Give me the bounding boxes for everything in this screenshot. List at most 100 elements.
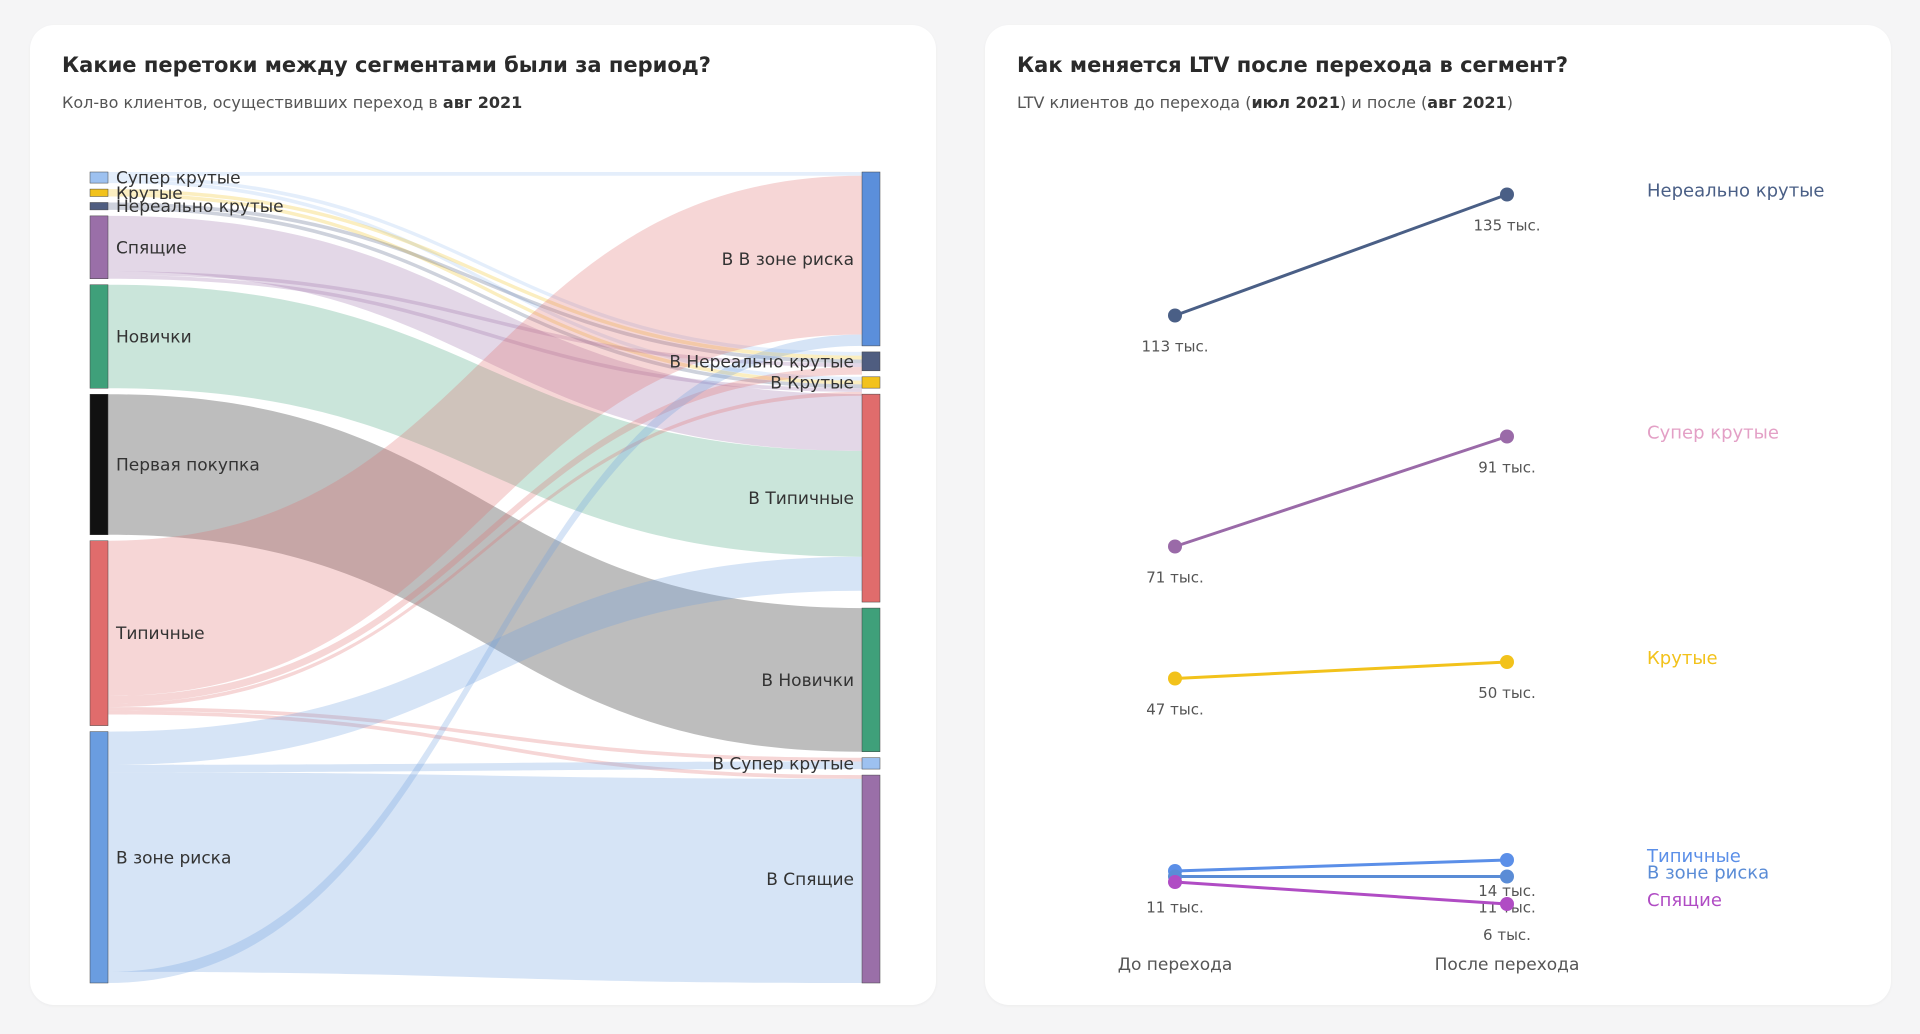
ltv-point-after[interactable] [1500,869,1514,884]
ltv-value-label-after: 14 тыс. [1478,882,1535,900]
ltv-value-label-after: 91 тыс. [1478,459,1535,477]
ltv-point-before[interactable] [1168,539,1182,554]
ltv-card: Как меняется LTV после перехода в сегмен… [985,25,1891,1005]
ltv-point-before[interactable] [1168,875,1182,889]
ltv-point-after[interactable] [1500,429,1514,444]
ltv-series-спящие: 6 тыс. Спящие [1168,875,1722,944]
ltv-point-after[interactable] [1500,187,1514,202]
ltv-line [1174,660,1508,680]
sankey-source-node-супер-крутые[interactable] [89,171,109,184]
ltv-point-after[interactable] [1500,655,1514,669]
sankey-link-типичные-to-в-нереально-крутые [108,367,862,704]
ltv-value-label-before: 47 тыс. [1146,701,1203,719]
sankey-target-label: В В зоне риска [722,250,854,270]
sankey-link-новички-to-в-типичные [108,284,862,557]
ltv-subtitle-text-2: ) и после ( [1340,93,1428,112]
ltv-series-name: Супер крутые [1647,423,1779,444]
ltv-series-крутые: 47 тыс. 50 тыс. Крутые [1146,648,1717,719]
sankey-link-нереально-крутые-to-в-крутые [108,206,862,389]
ltv-value-label-before: 71 тыс. [1146,569,1203,587]
ltv-title: Как меняется LTV после перехода в сегмен… [1017,53,1569,77]
ltv-value-label-after: 135 тыс. [1474,217,1541,235]
sankey-source-node-новички[interactable] [89,284,109,389]
ltv-series-name: Нереально крутые [1647,181,1824,202]
sankey-source-label: Типичные [115,624,205,644]
sankey-link-в-зоне-риска-to-в-в-зоне-риска [108,334,862,983]
sankey-link-первая-покупка-to-в-новички [108,394,862,752]
sankey-title: Какие перетоки между сегментами были за … [62,53,711,77]
sankey-source-label: Первая покупка [116,455,260,475]
sankey-target-label: В Типичные [748,489,854,509]
sankey-target-node-в-новички[interactable] [861,607,881,752]
sankey-source-node-первая-покупка[interactable] [89,394,109,535]
sankey-link-супер-крутые-to-в-нереально-крутые [108,175,862,356]
ltv-subtitle-text-1: LTV клиентов до перехода ( [1017,93,1252,112]
sankey-link-в-зоне-риска-to-в-спящие [108,772,862,983]
sankey-target-node-в-типичные[interactable] [861,393,881,603]
ltv-point-before[interactable] [1168,308,1182,323]
ltv-subtitle: LTV клиентов до перехода (июл 2021) и по… [1017,93,1513,112]
sankey-target-node-в-спящие[interactable] [861,774,881,984]
sankey-link-типичные-to-в-крутые [108,391,862,708]
sankey-source-label: В зоне риска [116,848,231,868]
ltv-series-name: В зоне риска [1647,863,1769,884]
sankey-source-node-типичные[interactable] [89,540,109,726]
sankey-link-крутые-to-в-нереально-крутые [108,189,862,360]
sankey-link-спящие-to-в-крутые [108,275,862,392]
sankey-link-в-зоне-риска-to-в-супер-крутые [108,761,862,773]
sankey-target-label: В Новички [761,671,854,691]
sankey-subtitle-text: Кол-во клиентов, осуществивших переход в [62,93,443,112]
sankey-source-node-крутые[interactable] [89,188,109,197]
ltv-series-типичные: 14 тыс. Типичные [1168,846,1741,900]
sankey-link-типичные-to-в-в-зоне-риска [108,175,862,697]
ltv-line [1174,858,1508,873]
sankey-target-node-в-нереально-крутые[interactable] [861,351,881,372]
ltv-subtitle-after-period: авг 2021 [1427,93,1507,112]
ltv-point-before[interactable] [1168,671,1182,686]
ltv-series-name: Крутые [1647,648,1718,669]
ltv-series-нереально-крутые: 113 тыс. 135 тыс. Нереально крутые [1142,181,1825,356]
ltv-x-tick-label: После перехода [1435,955,1580,975]
sankey-target-label: В Нереально крутые [669,352,854,372]
sankey-source-node-спящие[interactable] [89,215,109,279]
sankey-link-крутые-to-в-крутые [108,192,862,385]
sankey-target-label: В Супер крутые [712,754,854,774]
sankey-target-node-в-супер-крутые[interactable] [861,757,881,770]
sankey-link-нереально-крутые-to-в-нереально-крутые [108,202,862,364]
ltv-value-label-after: 50 тыс. [1478,684,1535,702]
sankey-link-спящие-to-в-типичные [108,215,862,451]
sankey-target-node-в-крутые[interactable] [861,376,881,389]
ltv-subtitle-before-period: июл 2021 [1251,93,1341,112]
ltv-x-tick-label: До перехода [1118,955,1233,975]
sankey-source-label: Спящие [116,238,187,258]
sankey-source-label: Супер крутые [116,169,241,189]
ltv-series-супер-крутые: 71 тыс. 91 тыс. Супер крутые [1146,423,1779,587]
ltv-chart: 113 тыс. 135 тыс. Нереально крутые 71 тыс. 9… [1118,181,1825,976]
sankey-subtitle: Кол-во клиентов, осуществивших переход в… [62,93,522,112]
sankey-target-node-в-в-зоне-риска[interactable] [861,171,881,347]
sankey-links [108,172,862,983]
sankey-link-супер-крутые-to-в-крутые [108,179,862,381]
sankey-source-node-в-зоне-риска[interactable] [89,731,109,984]
ltv-subtitle-text-3: ) [1506,93,1513,112]
ltv-value-label-after: 6 тыс. [1483,926,1531,944]
sankey-target-label: В Крутые [770,373,854,393]
ltv-series-name: Типичные [1646,846,1741,867]
sankey-subtitle-period: авг 2021 [442,93,523,112]
sankey-link-в-зоне-риска-to-в-типичные [108,556,862,765]
sankey-link-типичные-to-в-супер-крутые [108,707,862,762]
sankey-source-label: Нереально крутые [116,197,284,217]
sankey-source-node-нереально-крутые[interactable] [89,202,109,211]
ltv-line [1174,193,1508,317]
ltv-point-after[interactable] [1500,897,1514,911]
ltv-point-after[interactable] [1500,853,1514,867]
ltv-line [1174,435,1508,548]
sankey-link-спящие-to-в-нереально-крутые [108,271,862,368]
ltv-value-label-before: 11 тыс. [1146,899,1203,917]
sankey-link-супер-крутые-to-в-в-зоне-риска [108,172,862,176]
ltv-line [1174,880,1508,906]
ltv-series-name: Спящие [1647,890,1722,911]
sankey-target-label: В Спящие [766,870,854,890]
